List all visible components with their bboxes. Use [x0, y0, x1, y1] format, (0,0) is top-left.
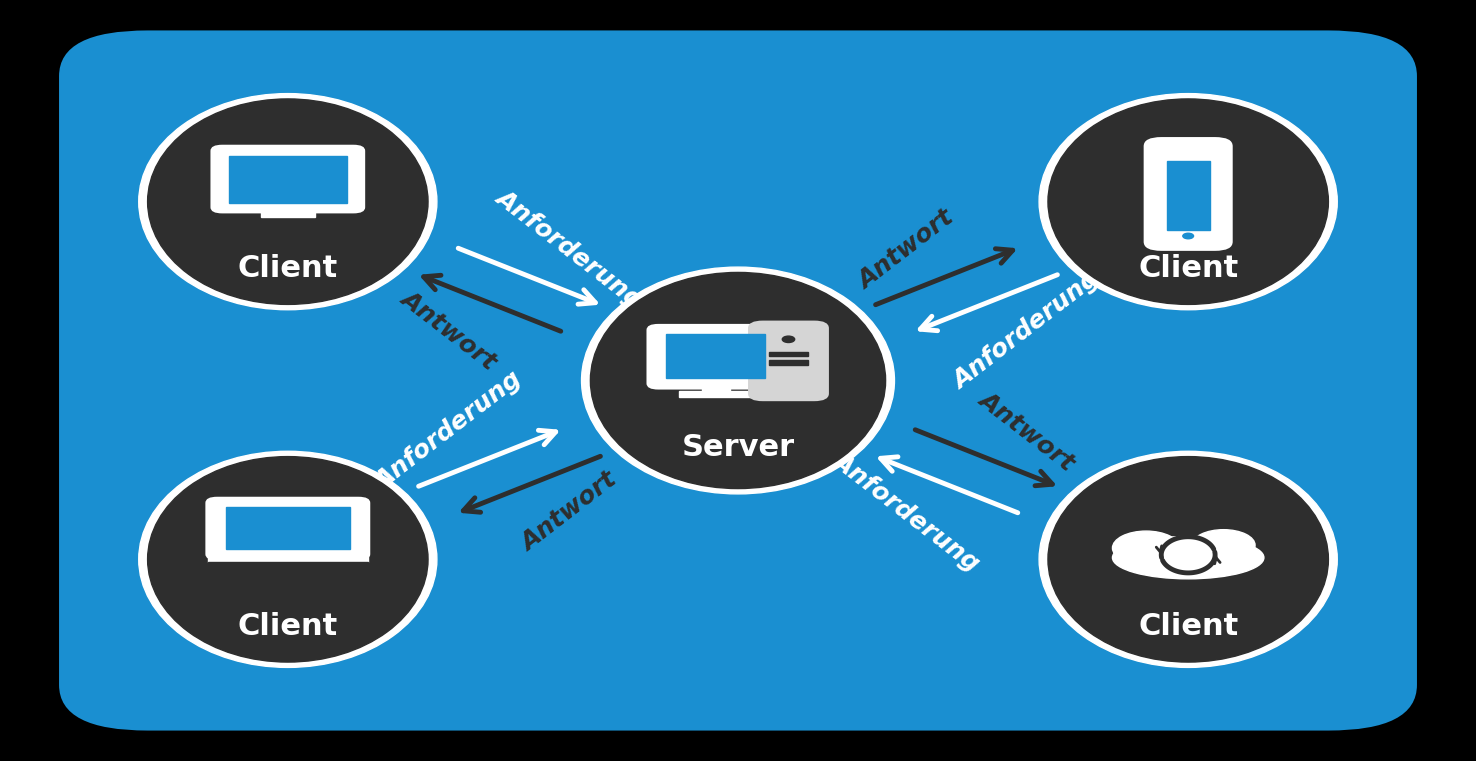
Text: Antwort: Antwort	[518, 467, 623, 556]
FancyBboxPatch shape	[205, 497, 370, 560]
Ellipse shape	[148, 457, 428, 662]
Text: Client: Client	[1138, 612, 1238, 641]
Bar	[769, 360, 807, 365]
Ellipse shape	[582, 267, 894, 494]
Text: Anforderung: Anforderung	[949, 266, 1104, 394]
Ellipse shape	[1113, 531, 1179, 565]
Text: Anforderung: Anforderung	[828, 447, 984, 575]
FancyBboxPatch shape	[1144, 137, 1232, 251]
Bar	[226, 507, 350, 549]
FancyBboxPatch shape	[646, 324, 785, 390]
Text: Anforderung: Anforderung	[492, 186, 648, 314]
FancyBboxPatch shape	[211, 145, 365, 213]
Text: Server: Server	[682, 433, 794, 462]
Text: Antwort: Antwort	[397, 286, 502, 374]
Bar	[1166, 161, 1210, 231]
Bar	[208, 554, 368, 562]
Bar	[666, 334, 766, 378]
Bar	[679, 390, 753, 396]
Circle shape	[782, 336, 794, 342]
Ellipse shape	[1048, 99, 1328, 304]
Bar	[208, 562, 368, 568]
Ellipse shape	[590, 272, 886, 489]
Text: Anforderung: Anforderung	[372, 367, 527, 495]
Ellipse shape	[139, 451, 437, 667]
Ellipse shape	[1048, 457, 1328, 662]
Ellipse shape	[1039, 94, 1337, 310]
Text: Client: Client	[238, 612, 338, 641]
Text: Client: Client	[1138, 254, 1238, 283]
Bar	[769, 352, 807, 356]
Circle shape	[1182, 233, 1194, 239]
Bar	[261, 212, 314, 218]
Text: Antwort: Antwort	[974, 387, 1079, 475]
Ellipse shape	[1113, 537, 1263, 579]
Ellipse shape	[1193, 530, 1255, 561]
Text: Antwort: Antwort	[853, 205, 958, 294]
Bar	[703, 383, 729, 390]
Ellipse shape	[1039, 451, 1337, 667]
Bar	[279, 206, 297, 213]
FancyBboxPatch shape	[59, 30, 1417, 731]
Bar	[229, 157, 347, 202]
Text: Client: Client	[238, 254, 338, 283]
FancyBboxPatch shape	[748, 320, 830, 401]
Ellipse shape	[139, 94, 437, 310]
Ellipse shape	[148, 99, 428, 304]
